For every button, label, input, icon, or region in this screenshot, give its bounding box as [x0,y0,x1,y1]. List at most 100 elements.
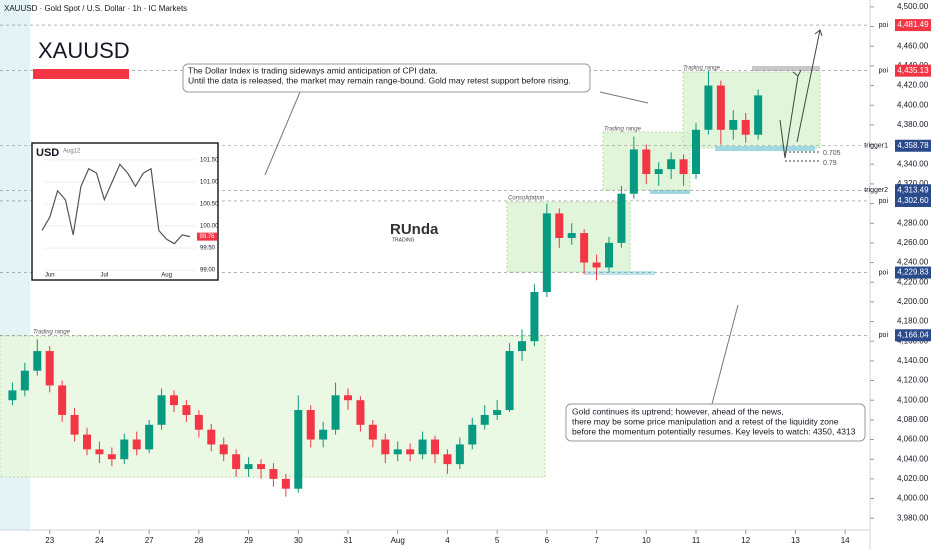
candle-body [393,449,402,455]
y-tick-label: 4,340.00 [897,159,929,168]
symbol-line: XAUUSD · Gold Spot / U.S. Dollar · 1h · … [4,4,187,13]
inset-y-label: 100.00 [200,224,219,230]
zone [0,335,546,478]
x-tick-label: 24 [95,536,104,545]
annotation-text: there may be some price manipulation and… [572,416,839,426]
annotation-box [565,403,866,442]
candle-body [617,193,626,243]
candle-body [95,449,104,455]
price-tag-note: poi [879,22,889,29]
badge [33,69,129,79]
liquidity-zone [650,190,690,194]
candle-body [381,439,390,455]
y-tick-label: 4,500.00 [897,2,929,11]
candle-body [170,395,178,406]
x-tick-label: 14 [841,536,850,545]
price-tag-note: poi [879,198,889,205]
inset-chart: USD Aug12 99.00 99.50 100.00 100.50 101.00 101.… [31,142,219,281]
zone-label: Consolidation [508,196,545,202]
candle-body [468,424,477,445]
y-tick-label: 4,000.00 [897,494,929,503]
candle-body [692,129,700,175]
y-tick-label: 4,320.00 [897,179,929,188]
candle-body [120,439,129,460]
x-tick-label: 29 [244,536,253,545]
candle-body [667,159,676,170]
x-tick-label: 23 [45,536,54,545]
y-tick-label: 4,120.00 [897,376,929,385]
candle-body [580,233,589,263]
y-tick-label: 4,080.00 [897,415,929,424]
projection-arrow [779,75,799,159]
candle-body [281,478,290,489]
y-tick-label: 4,400.00 [897,100,929,109]
price-tag-label: 4,481.49 [897,20,929,29]
candle-body [70,414,79,435]
candle-body [306,410,315,440]
price-tag-label: 4,302.60 [897,196,929,205]
price-tag-note: poi [879,332,889,339]
inset-x-label: Jul [100,273,108,279]
inset-y-label: 101.50 [200,157,219,163]
plot [0,6,874,534]
x-tick-label: 5 [495,536,500,545]
y-tick-label: 4,040.00 [897,454,929,463]
inset-y-label: 99.00 [200,268,216,274]
candle-body [704,85,713,130]
inset-x-label: Aug [161,273,172,279]
price-tag-label: 4,229.83 [897,268,929,277]
x-tick-label: 7 [594,536,599,545]
candle-body [679,159,688,175]
candle-body [406,449,415,455]
candle-body [20,370,29,391]
candle-body [331,395,340,430]
inset-last-tag [197,232,217,241]
y-tick-label: 4,060.00 [897,435,929,444]
price-tag-label: 4,313.49 [897,185,929,194]
logo-name: RUnda [390,221,439,238]
candle-body [542,213,551,293]
projection-arrow [796,29,823,143]
candle-body [294,410,303,489]
candle-body [592,262,601,268]
annotation-text: The Dollar Index is trading sideways ami… [188,65,438,75]
candle-body [83,434,91,450]
x-tick-label: 12 [741,536,750,545]
candle-body [418,439,427,455]
arrows [779,29,823,162]
candle-body [642,149,651,175]
y-tick-label: 4,260.00 [897,238,929,247]
candle-body [505,351,514,411]
price-tag [895,19,931,32]
price-tag-label: 4,358.78 [897,141,929,150]
y-tick-label: 4,180.00 [897,317,929,326]
candle-body [368,424,377,440]
candle-body [443,454,452,465]
candle-body [182,405,191,415]
candle-body [269,469,278,479]
candle-body [480,414,489,425]
fib-label: 0.705 [823,150,841,157]
annotation-text: Gold continues its uptrend; however, ahe… [572,406,784,416]
candle-body [741,119,750,135]
candle-body [729,119,738,130]
candle-body [157,395,166,425]
inset-y-label: 100.50 [200,202,219,208]
annotation-text: Until the data is released, the market m… [188,75,571,85]
zone-label: Trading range [33,330,71,336]
x-tick-label: 4 [445,536,450,545]
y-tick-label: 4,240.00 [897,258,929,267]
candle-body [344,395,352,401]
y-tick-label: 4,020.00 [897,474,929,483]
candle-body [567,233,576,238]
price-tag-label: 4,435.13 [897,66,929,75]
y-tick-label: 4,100.00 [897,395,929,404]
x-tick-label: 13 [791,536,800,545]
liquidity-zone [752,66,820,71]
zone [682,71,821,149]
y-tick-label: 4,460.00 [897,41,929,50]
candle-body [356,400,365,425]
annotation-box [182,63,591,93]
candle-body [257,464,265,470]
candle-body [45,351,54,386]
